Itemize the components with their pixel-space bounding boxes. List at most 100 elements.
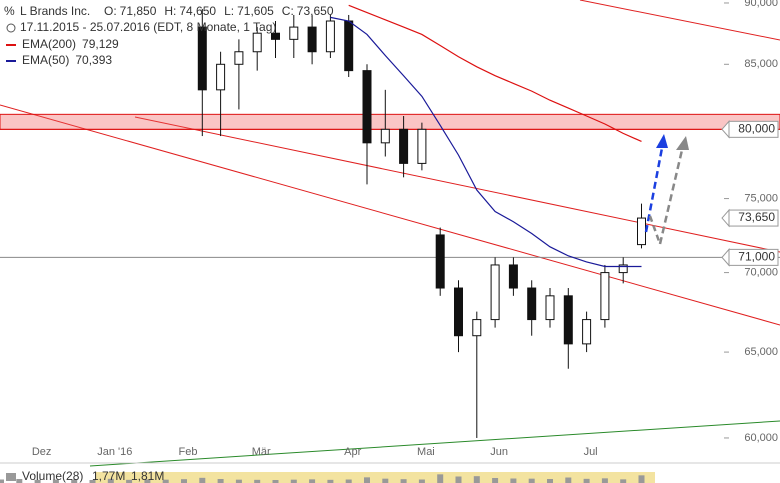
volume-bar bbox=[327, 479, 334, 483]
y-tick-label: 75,000 bbox=[744, 192, 778, 204]
volume-bar bbox=[345, 479, 352, 483]
volume-bar bbox=[418, 479, 425, 483]
x-tick-label: Mai bbox=[417, 446, 435, 458]
ema-line bbox=[348, 4, 642, 143]
candle-body bbox=[490, 264, 500, 321]
volume-bar bbox=[473, 476, 480, 483]
volume-bar bbox=[382, 478, 389, 483]
support-line bbox=[89, 420, 780, 467]
x-tick-label: Apr bbox=[344, 446, 361, 458]
legend-label: EMA(50) bbox=[22, 53, 69, 67]
candle-body bbox=[252, 32, 262, 53]
clock-icon bbox=[6, 23, 16, 33]
volume-bar bbox=[199, 477, 206, 483]
volume-name: Volume(28) bbox=[22, 469, 83, 483]
price-label-box bbox=[728, 248, 779, 266]
y-tick-label: 70,000 bbox=[744, 266, 778, 278]
y-tick-label: 65,000 bbox=[744, 346, 778, 358]
candle-body bbox=[527, 287, 537, 321]
y-tick-label: 85,000 bbox=[744, 58, 778, 70]
volume-bar bbox=[89, 480, 96, 483]
ohlc-label: O: bbox=[104, 4, 117, 18]
volume-bar bbox=[437, 474, 444, 483]
x-tick-label: Jan '16 bbox=[97, 446, 132, 458]
trend-line bbox=[134, 116, 780, 253]
x-tick-label: Feb bbox=[179, 446, 198, 458]
trend-line bbox=[579, 0, 780, 41]
ohlc-value: 73,650 bbox=[297, 4, 334, 18]
candle-body bbox=[563, 295, 573, 345]
candle-body bbox=[362, 70, 372, 144]
ohlc-label: C: bbox=[282, 4, 294, 18]
volume-bar bbox=[309, 479, 316, 483]
ohlc-value: 74,650 bbox=[179, 4, 216, 18]
candle-body bbox=[545, 295, 555, 321]
candle-body bbox=[380, 128, 390, 144]
volume-bar bbox=[510, 478, 517, 483]
volume-bar bbox=[364, 477, 370, 483]
period: 17.11.2015 - 25.07.2016 (EDT, 8 Monate, … bbox=[20, 20, 276, 34]
volume-bar bbox=[126, 479, 133, 483]
x-tick-label: Mär bbox=[252, 446, 271, 458]
volume-bar bbox=[601, 478, 608, 483]
legend-label: EMA(200) bbox=[22, 37, 76, 51]
volume-value: 1,77M bbox=[92, 469, 125, 483]
volume-bar bbox=[16, 479, 23, 483]
candle-body bbox=[271, 32, 280, 40]
volume-bar bbox=[620, 479, 627, 483]
y-tick-label: 90,000 bbox=[744, 0, 778, 9]
x-tick-label: Jul bbox=[584, 446, 598, 458]
ema-line bbox=[330, 16, 642, 268]
candle-body bbox=[216, 63, 226, 91]
volume-bar bbox=[254, 479, 261, 483]
price-label-box bbox=[728, 120, 779, 138]
x-tick-label: Dez bbox=[32, 446, 52, 458]
candle-body bbox=[582, 319, 592, 345]
volume-bar bbox=[638, 475, 645, 483]
arrow-head bbox=[656, 134, 668, 148]
volume-average-band bbox=[95, 472, 655, 483]
legend-value: 79,129 bbox=[82, 37, 119, 51]
price-label: 80,000 bbox=[738, 122, 775, 136]
volume-bar bbox=[71, 479, 78, 483]
ohlc-value: 71,850 bbox=[120, 4, 157, 18]
ohlc-value: 71,605 bbox=[237, 4, 274, 18]
x-tick-label: Jun bbox=[490, 446, 508, 458]
candle-body bbox=[417, 128, 427, 164]
price-label: 73,650 bbox=[738, 210, 775, 224]
candle-body bbox=[325, 20, 335, 53]
volume-bar bbox=[565, 477, 572, 483]
y-tick-label: 60,000 bbox=[744, 432, 778, 444]
volume-bar bbox=[455, 476, 462, 483]
volume-bar bbox=[272, 480, 279, 483]
volume-bar bbox=[107, 478, 114, 483]
legend-swatch bbox=[6, 473, 16, 481]
volume-bar bbox=[162, 479, 169, 483]
candle-body bbox=[454, 287, 463, 337]
forecast-arrow bbox=[658, 149, 684, 245]
volume-bar bbox=[34, 479, 41, 483]
volume-bar bbox=[52, 479, 59, 483]
icon: % bbox=[4, 4, 15, 18]
volume-bar bbox=[144, 479, 151, 483]
volume-average: 1,81M bbox=[131, 469, 164, 483]
volume-bar bbox=[290, 479, 297, 483]
candle-body bbox=[234, 51, 244, 65]
candle-body bbox=[637, 217, 646, 246]
candle-body bbox=[618, 264, 628, 274]
volume-bar bbox=[528, 478, 535, 483]
candle-body bbox=[399, 128, 409, 164]
legend-value: 70,393 bbox=[75, 53, 112, 67]
volume-bar bbox=[547, 479, 553, 483]
price-zone bbox=[0, 113, 780, 130]
ohlc-label: H: bbox=[164, 4, 176, 18]
volume-bar bbox=[235, 479, 242, 483]
arrow-head bbox=[676, 136, 689, 150]
volume-bar bbox=[400, 479, 407, 483]
candle-body bbox=[600, 272, 610, 321]
volume-bar bbox=[492, 478, 499, 483]
price-label: 71,000 bbox=[738, 250, 775, 264]
candle-body bbox=[508, 264, 518, 289]
